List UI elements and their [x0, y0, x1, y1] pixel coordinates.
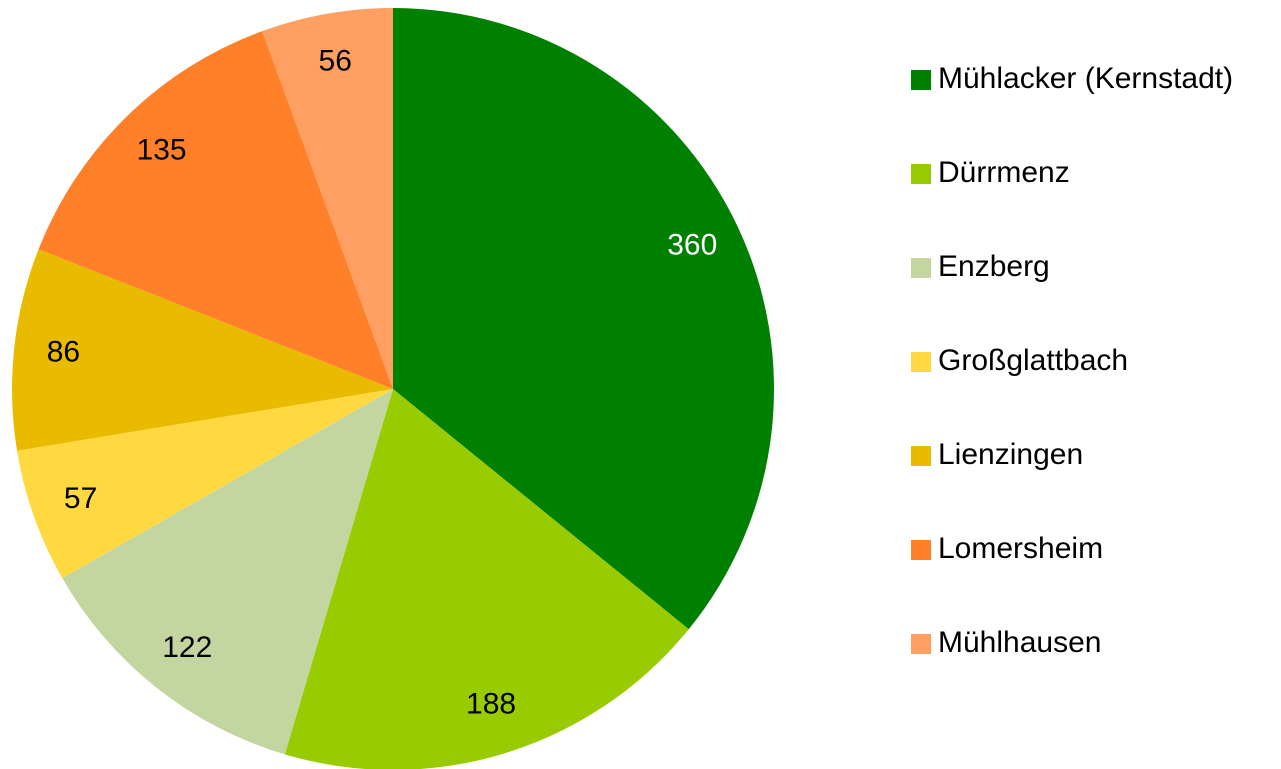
legend-label: Mühlhausen	[938, 626, 1101, 659]
pie-slice	[11, 249, 393, 451]
legend-label: Mühlacker (Kernstadt)	[938, 62, 1233, 95]
data-label: 56	[319, 45, 352, 78]
legend-label: Lomersheim	[938, 532, 1103, 565]
legend-swatch	[911, 164, 931, 184]
legend-swatch	[911, 634, 931, 654]
legend-swatch	[911, 540, 931, 560]
legend-swatch	[911, 446, 931, 466]
legend-label: Großglattbach	[938, 344, 1128, 377]
data-label: 360	[667, 228, 717, 261]
legend-swatch	[911, 352, 931, 372]
legend-label: Lienzingen	[938, 438, 1083, 471]
pie-slice	[62, 389, 393, 755]
data-label: 188	[466, 688, 516, 721]
data-label: 122	[162, 631, 212, 664]
legend-swatch	[911, 258, 931, 278]
legend-label: Dürrmenz	[938, 156, 1070, 189]
legend-label: Enzberg	[938, 250, 1050, 283]
pie-slice	[284, 389, 689, 769]
pie-slice	[393, 8, 775, 630]
data-label: 57	[64, 482, 97, 515]
pie-slice	[262, 8, 393, 389]
data-label: 86	[47, 336, 80, 369]
data-label: 135	[137, 134, 187, 167]
pie-slice	[17, 389, 393, 579]
legend-swatch	[911, 70, 931, 90]
pie-slice	[38, 31, 394, 389]
